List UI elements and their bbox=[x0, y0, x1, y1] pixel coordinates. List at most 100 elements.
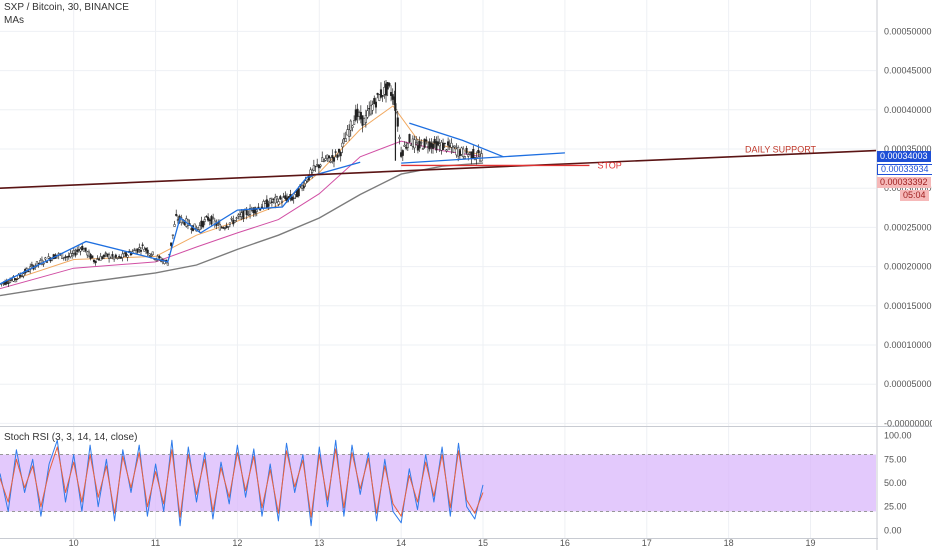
candle-body bbox=[238, 214, 242, 217]
time-tick-label: 16 bbox=[560, 538, 570, 548]
candle-body bbox=[14, 278, 17, 281]
candle-body bbox=[99, 256, 102, 261]
candle-body bbox=[118, 256, 121, 258]
time-tick-label: 18 bbox=[724, 538, 734, 548]
candle-body bbox=[452, 146, 455, 153]
candle-body bbox=[198, 225, 201, 231]
candle-body bbox=[428, 141, 431, 150]
candle-body bbox=[462, 148, 465, 157]
candle-body bbox=[233, 219, 237, 223]
last-price-tag: 0.00034003 bbox=[877, 151, 931, 162]
candle-body bbox=[223, 227, 226, 230]
candle-body bbox=[212, 217, 215, 219]
candle-body bbox=[301, 184, 304, 189]
candle-body bbox=[166, 262, 169, 266]
candle-body bbox=[193, 223, 196, 230]
candle-body bbox=[227, 226, 230, 228]
candle-body bbox=[433, 138, 436, 144]
candle-body bbox=[64, 256, 67, 258]
candle-body bbox=[337, 149, 341, 153]
stoch-tick-label: 100.00 bbox=[884, 431, 912, 441]
candle-body bbox=[7, 282, 10, 284]
candle-body bbox=[133, 249, 136, 251]
candle-body bbox=[314, 165, 317, 168]
price-tick-label: 0.00050000 bbox=[884, 26, 932, 36]
candle-body bbox=[27, 270, 30, 273]
candle-body bbox=[170, 242, 173, 246]
candle-body bbox=[106, 253, 109, 257]
candle-body bbox=[480, 153, 483, 162]
candle-body bbox=[410, 144, 413, 146]
stoch-tick-label: 0.00 bbox=[884, 525, 902, 535]
candle-body bbox=[317, 164, 320, 169]
candle-body bbox=[210, 216, 213, 225]
candle-body bbox=[398, 136, 401, 139]
candle-body bbox=[121, 253, 124, 258]
pattern-line-3 bbox=[401, 152, 565, 164]
candle-body bbox=[411, 138, 414, 147]
candle-body bbox=[270, 201, 273, 203]
candle-body bbox=[257, 206, 260, 209]
candle-body bbox=[108, 254, 111, 260]
candle-body bbox=[468, 151, 471, 154]
candle-body bbox=[366, 110, 369, 118]
candle-body bbox=[149, 254, 153, 257]
candle-body bbox=[322, 159, 325, 162]
stop-label: STOP bbox=[597, 160, 621, 170]
candle-body bbox=[232, 219, 235, 225]
ma_slow-line bbox=[0, 162, 484, 297]
candle-body bbox=[228, 222, 231, 225]
time-tick-label: 13 bbox=[314, 538, 324, 548]
candle-body bbox=[336, 154, 339, 158]
candle-body bbox=[136, 248, 139, 253]
stoch-d-line bbox=[0, 446, 484, 518]
candle-body bbox=[332, 157, 336, 162]
candle-body bbox=[351, 125, 354, 128]
candle-body bbox=[71, 253, 74, 256]
candle-body bbox=[84, 247, 87, 252]
time-tick-label: 11 bbox=[151, 538, 160, 548]
candle-body bbox=[113, 256, 116, 260]
candle-body bbox=[9, 280, 12, 283]
candle-body bbox=[126, 255, 129, 258]
candle-body bbox=[435, 141, 438, 151]
stoch-tick-label: 50.00 bbox=[884, 478, 907, 488]
candle-body bbox=[361, 115, 364, 126]
candle-body bbox=[47, 256, 50, 259]
stoch-tick-label: 25.00 bbox=[884, 502, 907, 512]
candle-body bbox=[371, 104, 374, 111]
candle-body bbox=[69, 253, 72, 257]
candle-body bbox=[265, 199, 268, 208]
candle-body bbox=[151, 251, 154, 255]
candle-body bbox=[230, 218, 233, 220]
candle-body bbox=[66, 256, 69, 258]
candle-body bbox=[87, 251, 91, 257]
candle-body bbox=[401, 150, 404, 156]
candle-body bbox=[324, 158, 327, 161]
candle-body bbox=[269, 198, 272, 204]
candle-body bbox=[460, 147, 463, 155]
candle-body bbox=[200, 220, 203, 227]
candle-body bbox=[329, 160, 332, 163]
candle-body bbox=[448, 145, 451, 147]
price-tick-label: -0.00000000 bbox=[884, 418, 932, 428]
price-tick-label: 0.00030000 bbox=[884, 183, 932, 193]
daily-support-label: DAILY SUPPORT bbox=[745, 144, 817, 154]
candle-body bbox=[222, 227, 225, 229]
candle-body bbox=[175, 213, 178, 216]
candle-body bbox=[272, 198, 275, 200]
price-tick-label: 0.00045000 bbox=[884, 66, 932, 76]
candle-body bbox=[445, 149, 448, 152]
candle-body bbox=[369, 105, 372, 115]
candle-body bbox=[255, 209, 258, 212]
candle-body bbox=[421, 148, 424, 150]
candle-body bbox=[403, 144, 406, 147]
candle-body bbox=[143, 248, 146, 252]
candle-body bbox=[415, 142, 418, 145]
time-tick-label: 15 bbox=[478, 538, 488, 548]
candle-body bbox=[440, 142, 443, 151]
third-price-tag: 0.00033392 bbox=[877, 177, 931, 188]
candle-body bbox=[45, 261, 49, 263]
time-tick-label: 14 bbox=[396, 538, 406, 548]
